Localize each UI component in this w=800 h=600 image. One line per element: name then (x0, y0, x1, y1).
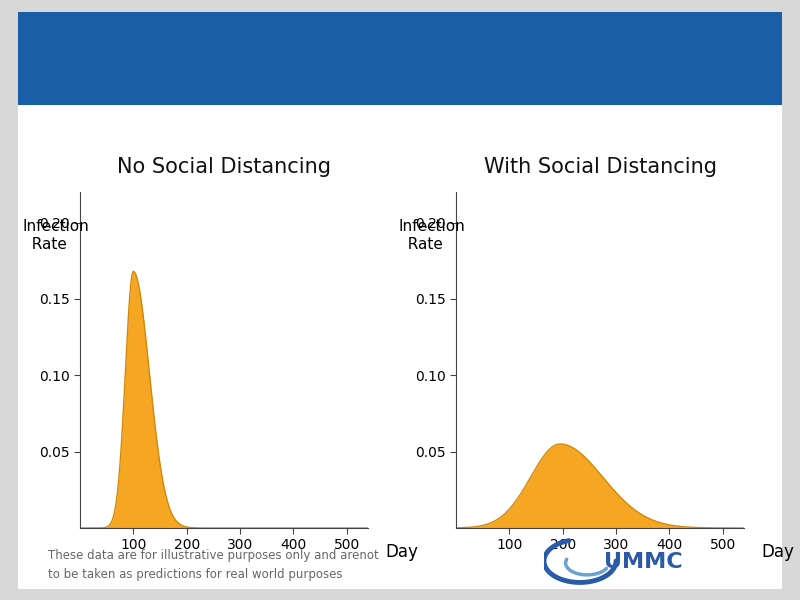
Title: No Social Distancing: No Social Distancing (117, 157, 331, 176)
Text: Infection
  Rate: Infection Rate (22, 219, 89, 253)
Text: Infection
  Rate: Infection Rate (398, 219, 465, 253)
Text: to be taken as predictions for real world purposes: to be taken as predictions for real worl… (48, 568, 342, 581)
Text: Day: Day (762, 542, 794, 560)
Text: These data are for illustrative purposes only and arenot: These data are for illustrative purposes… (48, 549, 378, 562)
Text: Day: Day (386, 542, 418, 560)
Text: The Value of Social Distancing: The Value of Social Distancing (115, 42, 685, 75)
Text: UMMC: UMMC (605, 553, 683, 572)
Title: With Social Distancing: With Social Distancing (483, 157, 717, 176)
